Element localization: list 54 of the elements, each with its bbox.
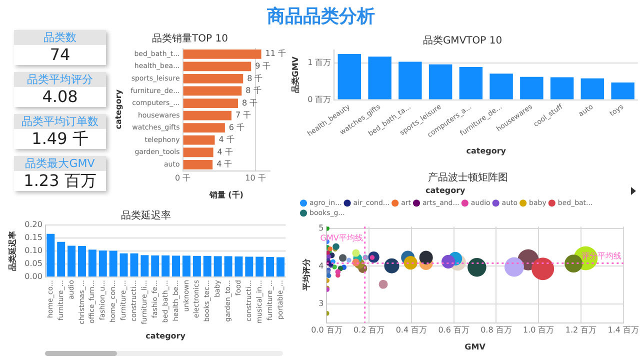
y-axis-title: 品类GMV bbox=[290, 56, 300, 94]
x-axis-title: 销量 (千) bbox=[208, 190, 244, 200]
y-tick-label: 0.00 bbox=[24, 272, 42, 282]
data-label: 4 千 bbox=[218, 135, 234, 144]
data-label: 4 千 bbox=[216, 160, 232, 169]
x-axis-title: category bbox=[466, 146, 507, 156]
x-axis-title: category bbox=[146, 331, 186, 340]
x-tick-label: 1.2 百万 bbox=[565, 326, 597, 335]
chart-title: 品类销量TOP 10 bbox=[152, 32, 228, 45]
chart-title: 品类GMVTOP 10 bbox=[422, 34, 502, 47]
x-tick-label: 1.0 百万 bbox=[522, 326, 554, 335]
text: 1.49 千 bbox=[30, 129, 90, 149]
y-tick-label: 0.20 bbox=[24, 220, 42, 230]
y-tick-label: 4 bbox=[318, 261, 324, 270]
x-tick-label: 0.8 百万 bbox=[480, 326, 512, 335]
text: 品类平均订单数 bbox=[14, 114, 106, 129]
text: 商品品类分析 bbox=[266, 5, 376, 28]
y-tick-label: 0 百万 bbox=[308, 94, 332, 104]
x-tick-label: 0.2 百万 bbox=[353, 326, 385, 335]
data-label: 7 千 bbox=[235, 110, 252, 120]
x-tick-label: 1.4 百万 bbox=[608, 326, 639, 335]
y-tick-label: 0.10 bbox=[24, 246, 42, 256]
legend-title: category bbox=[425, 186, 466, 196]
y-tick-label: 0.05 bbox=[24, 259, 42, 268]
ref-line-label: GMV平均线 bbox=[320, 234, 363, 243]
y-tick-label: 5 bbox=[318, 224, 324, 233]
y-axis-title: 平均评分 bbox=[302, 258, 311, 292]
chart-title: 产品波士顿矩阵图 bbox=[428, 172, 508, 184]
x-tick-label: 0.4 百万 bbox=[396, 326, 428, 335]
text: 品类最大GMV bbox=[14, 156, 106, 171]
data-label: 8 千 bbox=[242, 98, 258, 108]
data-label: 8 千 bbox=[246, 86, 262, 96]
data-label: 11 千 bbox=[265, 49, 286, 58]
x-axis-title: GMV bbox=[464, 342, 486, 352]
text: 品类平均评分 bbox=[14, 72, 106, 87]
y-axis-title: 品类延迟率 bbox=[6, 230, 17, 271]
x-tick-label: 0.6 百万 bbox=[438, 326, 470, 335]
y-tick-label: 3 bbox=[318, 299, 324, 308]
x-tick-label: 10 千 bbox=[245, 174, 266, 183]
x-tick-label: 0 千 bbox=[174, 174, 191, 183]
data-label: 8 千 bbox=[247, 74, 263, 83]
text: 1.23 百万 bbox=[22, 171, 98, 191]
ref-line-label: 评分平均线 bbox=[581, 251, 622, 260]
y-axis-title: category bbox=[114, 88, 123, 130]
text: 4.08 bbox=[41, 87, 79, 107]
data-label: 6 千 bbox=[228, 122, 245, 132]
y-tick-label: 0.15 bbox=[24, 233, 42, 242]
data-label: 4 千 bbox=[217, 147, 233, 156]
chart-title: 品类延迟率 bbox=[121, 210, 171, 222]
x-tick-label: 0.0 百万 bbox=[311, 326, 342, 335]
text: 品类数 bbox=[14, 30, 106, 45]
text: 74 bbox=[48, 45, 72, 65]
data-label: 9 千 bbox=[255, 62, 271, 70]
y-tick-label: 1 百万 bbox=[308, 58, 332, 67]
